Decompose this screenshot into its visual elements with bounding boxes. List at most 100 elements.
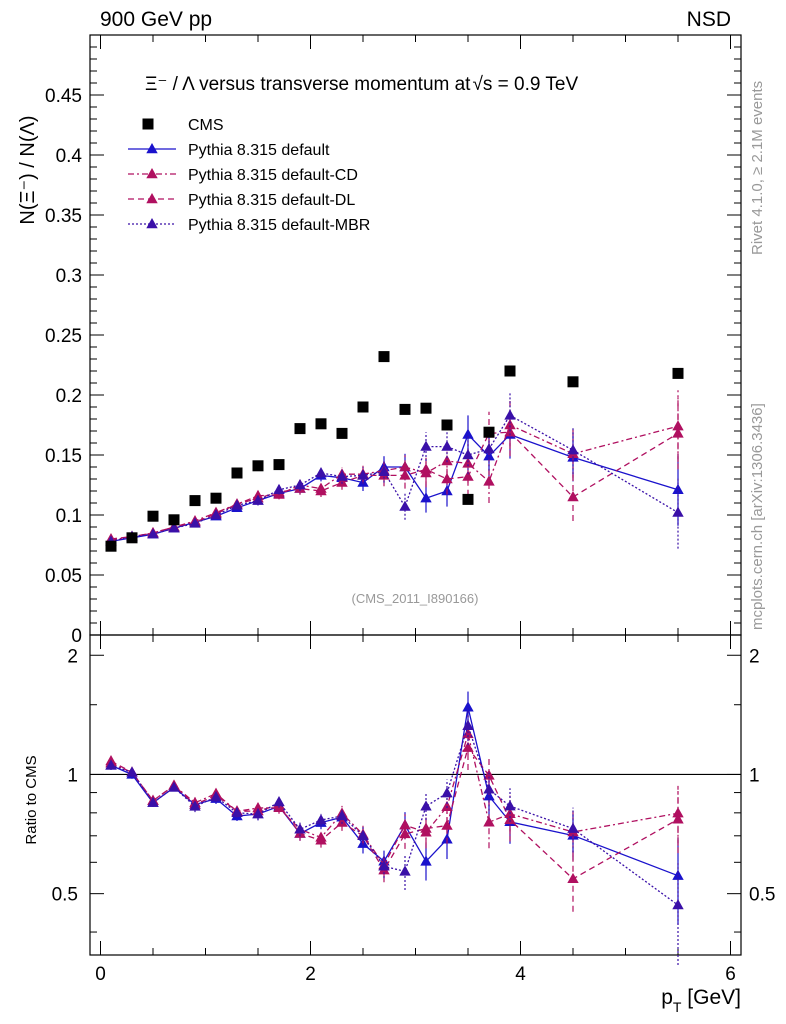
ratio-marker-dl <box>483 769 495 780</box>
x-axis-title: pT [GeV] <box>661 986 741 1015</box>
marker-dl <box>315 485 327 496</box>
x-axis-title-unit: [GeV] <box>681 986 741 1009</box>
y-tick-label: 0 <box>71 626 82 647</box>
y-tick-label: 0.4 <box>56 146 83 167</box>
ratio-marker-mbr <box>378 860 390 871</box>
legend-marker-dl <box>146 193 158 204</box>
data-point-cms <box>147 510 159 522</box>
ratio-marker-mbr <box>672 899 684 910</box>
ratio-marker-mbr <box>126 766 138 777</box>
y-tick-label: 0.2 <box>56 386 82 407</box>
ratio-marker-mbr <box>105 759 117 770</box>
data-point-cms <box>252 460 264 472</box>
legend-label-dl: Pythia 8.315 default-DL <box>188 192 355 209</box>
y-tick-label: 0.45 <box>45 86 82 107</box>
marker-default <box>462 428 474 439</box>
y-axis-title: N(Ξ⁻) / N(Λ) <box>17 115 39 224</box>
ratio-marker-default <box>420 855 432 866</box>
analysis-tag: (CMS_2011_I890166) <box>352 591 479 606</box>
marker-mbr <box>483 443 495 454</box>
ratio-marker-dl <box>336 816 348 827</box>
ratio-marker-mbr <box>231 806 243 818</box>
data-point-cms <box>210 492 222 504</box>
title-suffix: = 0.9 TeV <box>492 74 578 95</box>
data-point-cms <box>378 351 390 363</box>
data-point-cms <box>126 532 138 544</box>
marker-cd <box>441 455 453 466</box>
data-point-cms <box>231 467 243 479</box>
ratio-marker-dl <box>315 834 327 845</box>
marker-mbr <box>378 465 390 476</box>
ratio-marker-mbr <box>399 865 411 876</box>
legend-label-default: Pythia 8.315 default <box>188 142 330 159</box>
marker-mbr <box>252 494 264 505</box>
ratio-line-default <box>110 707 679 877</box>
marker-mbr <box>294 479 306 490</box>
marker-mbr <box>273 483 285 494</box>
marker-mbr <box>441 440 453 451</box>
marker-default <box>672 483 684 494</box>
data-point-cms <box>567 376 579 388</box>
ratio-marker-mbr <box>567 822 579 833</box>
data-point-cms <box>483 426 495 438</box>
ratio-marker-dl <box>441 819 453 830</box>
ratio-marker-mbr <box>315 814 327 825</box>
ratio-marker-mbr <box>357 829 369 840</box>
y-tick-label: 0.05 <box>45 566 82 587</box>
marker-mbr <box>336 470 348 481</box>
ratio-marker-default <box>483 790 495 801</box>
x-tick-label: 2 <box>305 964 316 985</box>
ratio-marker-mbr <box>168 781 180 792</box>
data-point-cms <box>357 401 369 413</box>
series-line-mbr <box>110 414 679 543</box>
legend-marker-mbr <box>146 218 158 229</box>
ratio-y-axis-title: Ratio to CMS <box>23 755 40 844</box>
marker-dl <box>672 427 684 438</box>
ratio-marker-mbr <box>504 800 516 811</box>
header-left: 900 GeV pp <box>100 8 212 31</box>
series-line-dl <box>110 431 679 540</box>
ratio-panel <box>90 691 741 965</box>
ratio-tick-label-right: 1 <box>749 765 760 786</box>
y-tick-label: 0.35 <box>45 206 82 227</box>
marker-dl <box>567 491 579 502</box>
marker-mbr <box>147 528 159 539</box>
marker-mbr <box>420 440 432 451</box>
legend: CMS Pythia 8.315 default Pythia 8.315 defa… <box>128 117 370 234</box>
marker-dl <box>420 463 432 474</box>
ratio-marker-cd <box>441 800 453 811</box>
ratio-tick-label-right: 2 <box>749 646 760 667</box>
title-prefix: Ξ⁻ / Λ versus transverse momentum at <box>145 74 471 95</box>
ratio-marker-dl <box>462 741 474 752</box>
y-tick-label: 0.3 <box>56 266 82 287</box>
x-tick-label: 4 <box>515 964 526 985</box>
data-point-cms <box>105 540 117 552</box>
ratio-marker-dl <box>420 822 432 833</box>
header-right: NSD <box>687 8 731 31</box>
chart-title: Ξ⁻ / Λ versus transverse momentum at √s =… <box>145 74 578 95</box>
marker-mbr <box>567 444 579 455</box>
data-point-cms <box>315 418 327 430</box>
ratio-marker-mbr <box>252 808 264 819</box>
data-point-cms <box>399 403 411 415</box>
axis-ticks: 0 2 4 600.050.10.150.20.250.30.350.40.450.5… <box>45 35 775 985</box>
mcplots-label: mcplots.cern.ch [arXiv:1306.3436] <box>749 403 766 630</box>
legend-marker-cd <box>146 168 158 179</box>
rivet-label: Rivet 4.1.0, ≥ 2.1M events <box>749 81 766 255</box>
ratio-tick-label: 0.5 <box>52 885 78 906</box>
legend-label-cms: CMS <box>188 117 224 134</box>
ratio-marker-cd <box>483 816 495 827</box>
x-axis-title-sub: T <box>673 999 682 1015</box>
marker-dl <box>399 469 411 480</box>
legend-marker-cms <box>142 118 154 130</box>
legend-label-mbr: Pythia 8.315 default-MBR <box>188 217 370 234</box>
marker-mbr <box>357 469 369 480</box>
x-tick-label: 0 <box>95 964 106 985</box>
marker-dl <box>441 473 453 484</box>
x-axis-title-main: p <box>661 986 673 1009</box>
marker-dl <box>462 470 474 481</box>
ratio-tick-label: 1 <box>67 765 78 786</box>
data-point-cms <box>168 514 180 526</box>
ratio-tick-label: 2 <box>67 646 78 667</box>
data-point-cms <box>504 365 516 377</box>
